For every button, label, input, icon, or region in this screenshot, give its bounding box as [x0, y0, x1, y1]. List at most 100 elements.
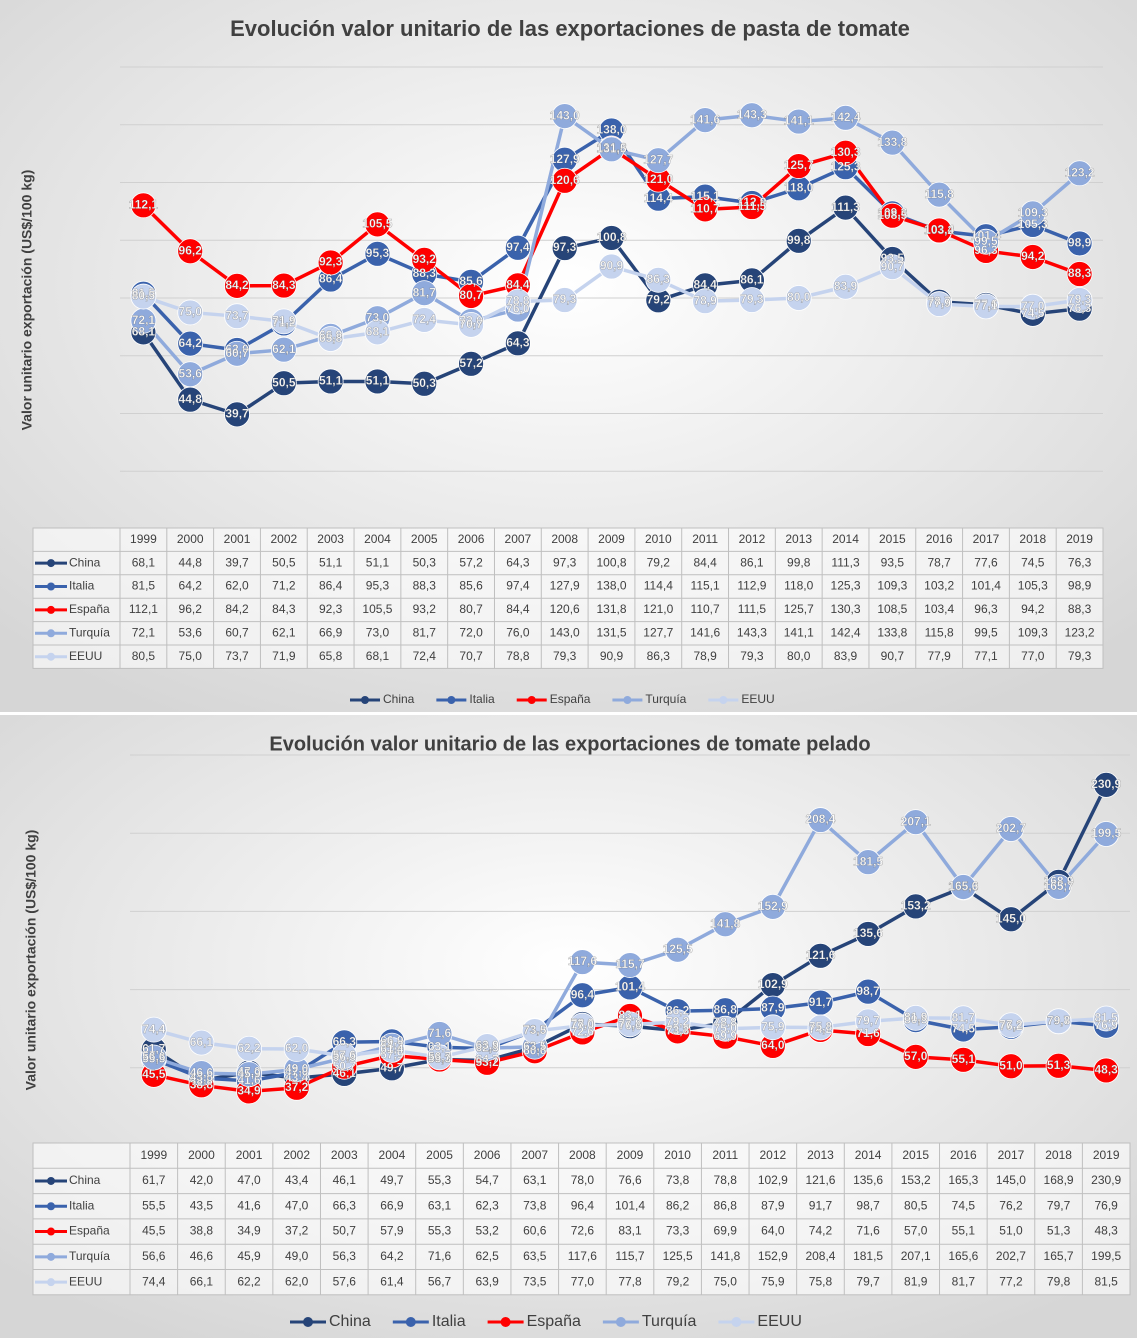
table-cell: 80,5 [132, 649, 156, 663]
data-label: 64,0 [761, 1038, 785, 1052]
data-point [1019, 293, 1046, 320]
table-cell: 73,8 [666, 1173, 690, 1187]
table-cell: 93,2 [413, 602, 437, 616]
data-label: 101,4 [615, 980, 645, 994]
data-label: 72,0 [459, 313, 483, 327]
table-cell: 74,4 [142, 1274, 166, 1288]
table-cell: 74,2 [809, 1224, 833, 1238]
data-point [224, 272, 250, 299]
data-label: 72,4 [413, 312, 437, 326]
table-cell: 60,6 [523, 1224, 547, 1238]
table-cell: 34,9 [237, 1224, 261, 1238]
table-cell: 49,0 [285, 1249, 309, 1263]
table-cell: 145,0 [996, 1173, 1026, 1187]
table-cell: 77,2 [999, 1274, 1023, 1288]
data-point [879, 129, 906, 156]
table-cell: 72,6 [571, 1224, 595, 1238]
data-point [785, 285, 812, 311]
data-point [270, 370, 297, 397]
x-tick-label: 2008 [569, 1148, 596, 1162]
data-label: 51,1 [366, 374, 390, 388]
data-label: 103,4 [924, 223, 954, 237]
table-cell: 68,1 [132, 555, 156, 569]
table-cell: 60,7 [225, 625, 249, 639]
x-tick-label: 2006 [458, 532, 485, 546]
data-point [926, 291, 953, 317]
table-cell: 208,4 [805, 1249, 835, 1263]
table-cell: 165,7 [1044, 1249, 1074, 1263]
data-label: 43,4 [285, 1070, 309, 1084]
data-label: 143,0 [550, 108, 580, 122]
table-cell: 78,7 [927, 555, 951, 569]
table-cell: 165,6 [948, 1249, 978, 1263]
table-cell: 64,2 [380, 1249, 404, 1263]
table-cell: 117,6 [568, 1249, 597, 1263]
data-point [712, 1015, 739, 1042]
legend-label: Italia [432, 1313, 466, 1330]
data-point [270, 272, 297, 299]
data-label: 84,3 [272, 278, 296, 292]
table-cell: 84,3 [272, 602, 296, 616]
table-cell: 108,5 [877, 602, 907, 616]
data-label: 57,2 [459, 356, 483, 370]
data-label: 81,9 [904, 1010, 928, 1024]
data-label: 50,5 [272, 375, 296, 389]
table-cell: 66,1 [190, 1274, 214, 1288]
data-label: 78,7 [927, 294, 951, 308]
legend-key-marker [731, 1317, 742, 1327]
data-label: 44,8 [179, 392, 203, 406]
data-label: 109,3 [1018, 206, 1048, 220]
data-label: 141,6 [690, 112, 720, 126]
data-label: 95,3 [366, 246, 390, 260]
data-label: 66,1 [190, 1035, 214, 1049]
data-label: 47,0 [237, 1065, 261, 1079]
table-cell: 76,9 [1095, 1198, 1119, 1212]
legend-key-marker [361, 696, 369, 704]
table-cell: 77,6 [974, 555, 998, 569]
data-label: 78,9 [693, 293, 717, 307]
data-point [807, 942, 834, 969]
table-cell: 79,2 [647, 555, 671, 569]
x-tick-label: 2010 [664, 1148, 691, 1162]
data-label: 153,2 [901, 899, 931, 913]
data-point [364, 319, 391, 346]
data-label: 79,3 [740, 292, 764, 306]
table-cell: 101,4 [615, 1198, 645, 1212]
table-cell: 84,2 [225, 602, 249, 616]
legend-label: Turquía [645, 692, 686, 706]
data-point [224, 401, 250, 428]
x-tick-label: 2006 [474, 1148, 501, 1162]
data-label: 123,2 [1065, 165, 1095, 179]
data-point [902, 1005, 929, 1031]
data-point [569, 949, 596, 975]
table-cell: 79,3 [740, 649, 764, 663]
data-label: 57,6 [333, 1048, 357, 1062]
table-cell: 47,0 [237, 1173, 261, 1187]
table-cell: 57,9 [380, 1224, 404, 1238]
table-cell: 66,9 [319, 625, 343, 639]
data-point [973, 293, 999, 320]
data-point [177, 361, 204, 388]
data-point [759, 893, 786, 920]
table-cell: 77,9 [927, 649, 951, 663]
table-cell: 135,6 [853, 1173, 883, 1187]
data-label: 90,9 [600, 259, 624, 273]
data-label: 81,7 [952, 1010, 976, 1024]
data-point [1045, 1052, 1072, 1079]
data-label: 50,7 [333, 1059, 357, 1073]
data-label: 165,6 [948, 879, 978, 893]
table-cell: 73,7 [225, 649, 249, 663]
data-label: 75,0 [179, 305, 203, 319]
data-label: 103,2 [924, 223, 954, 237]
data-point [551, 235, 578, 261]
table-cell: 77,0 [571, 1274, 595, 1288]
data-label: 60,6 [523, 1043, 547, 1057]
table-cell: 111,3 [831, 555, 860, 569]
data-point [364, 368, 391, 395]
table-cell: 62,0 [225, 579, 249, 593]
data-point [224, 303, 250, 330]
table-cell: 57,2 [459, 555, 483, 569]
data-point [458, 350, 484, 377]
data-point [364, 240, 391, 267]
legend-key-marker [47, 1227, 55, 1236]
